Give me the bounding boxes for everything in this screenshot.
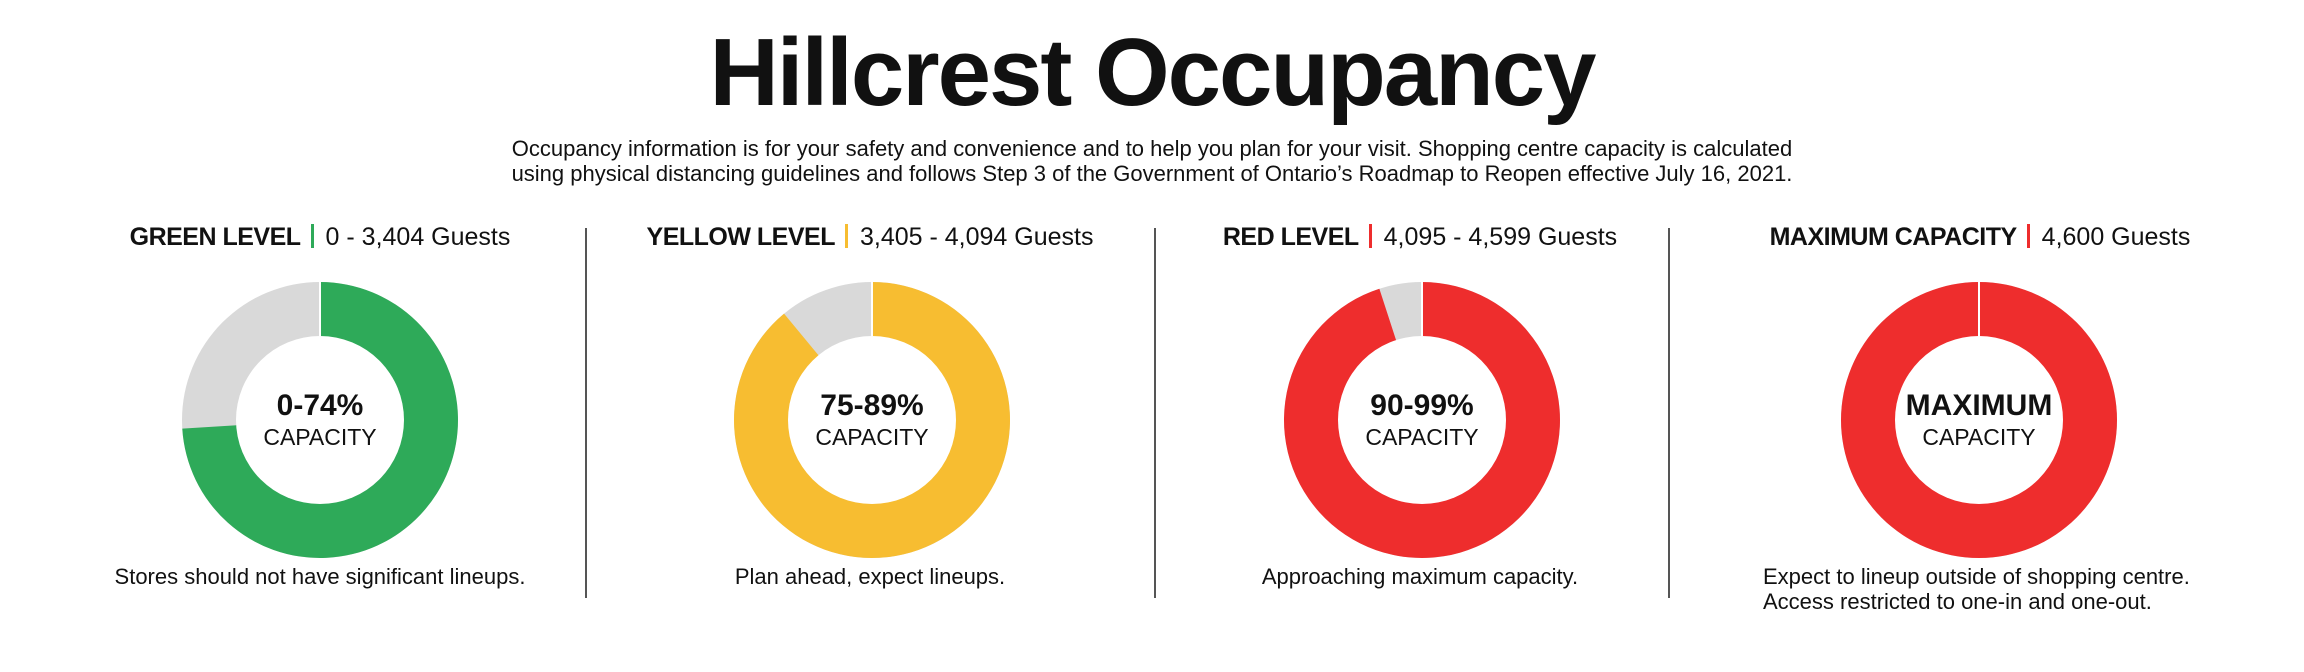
column-divider — [1154, 228, 1156, 598]
level-color-bar — [2026, 224, 2030, 248]
level-header: RED LEVEL 4,095 - 4,599 Guests — [1180, 220, 1660, 254]
level-panel-yellow: YELLOW LEVEL 3,405 - 4,094 Guests 75-89% … — [630, 220, 1110, 640]
description-line: Approaching maximum capacity. — [1261, 564, 1579, 589]
capacity-label: CAPACITY — [263, 424, 377, 450]
level-panel-red: RED LEVEL 4,095 - 4,599 Guests 90-99% CAP… — [1180, 220, 1660, 640]
donut-center: 90-99% CAPACITY — [1282, 280, 1562, 560]
capacity-donut: 0-74% CAPACITY — [180, 280, 460, 560]
level-range: 0 - 3,404 Guests — [325, 223, 511, 251]
level-header: GREEN LEVEL 0 - 3,404 Guests — [80, 220, 560, 254]
donut-center: 75-89% CAPACITY — [732, 280, 1012, 560]
donut-center: 0-74% CAPACITY — [180, 280, 460, 560]
level-description: Plan ahead, expect lineups. — [630, 564, 1110, 589]
donut-hole — [788, 336, 956, 504]
capacity-donut: MAXIMUM CAPACITY — [1839, 280, 2119, 560]
level-name: YELLOW LEVEL — [646, 223, 836, 251]
level-header: MAXIMUM CAPACITY 4,600 Guests — [1740, 220, 2220, 254]
description-line: Expect to lineup outside of shopping cen… — [1763, 564, 2190, 589]
capacity-donut: 90-99% CAPACITY — [1282, 280, 1562, 560]
capacity-percent: 0-74% — [276, 389, 364, 422]
donut-hole — [1338, 336, 1506, 504]
page-title: Hillcrest Occupancy — [709, 19, 1596, 126]
level-color-bar — [844, 224, 848, 248]
column-divider — [1668, 228, 1670, 598]
level-range: 4,600 Guests — [2041, 223, 2191, 251]
level-description: Stores should not have significant lineu… — [80, 564, 560, 589]
level-range: 3,405 - 4,094 Guests — [859, 223, 1094, 251]
subtitle-line-1: Occupancy information is for your safety… — [511, 136, 1793, 161]
column-divider — [585, 228, 587, 598]
capacity-label: CAPACITY — [815, 424, 929, 450]
donut-center: MAXIMUM CAPACITY — [1839, 280, 2119, 560]
page-subtitle: Occupancy information is for your safety… — [0, 136, 2304, 186]
subtitle-line-2: using physical distancing guidelines and… — [511, 161, 1793, 186]
description-line: Plan ahead, expect lineups. — [734, 564, 1006, 589]
capacity-percent: MAXIMUM — [1905, 389, 2053, 422]
capacity-donut: 75-89% CAPACITY — [732, 280, 1012, 560]
level-name: GREEN LEVEL — [129, 223, 301, 251]
level-panel-green: GREEN LEVEL 0 - 3,404 Guests 0-74% CAPACI… — [80, 220, 560, 640]
description-line: Stores should not have significant lineu… — [114, 564, 526, 589]
level-color-bar — [1368, 224, 1372, 248]
level-panel-maximum: MAXIMUM CAPACITY 4,600 Guests MAXIMUM CAP… — [1740, 220, 2220, 640]
donut-hole — [1895, 336, 2063, 504]
donut-hole — [236, 336, 404, 504]
capacity-label: CAPACITY — [1365, 424, 1479, 450]
level-description: Expect to lineup outside of shopping cen… — [1740, 564, 2220, 614]
capacity-label: CAPACITY — [1922, 424, 2036, 450]
capacity-percent: 75-89% — [820, 389, 924, 422]
level-description: Approaching maximum capacity. — [1180, 564, 1660, 589]
capacity-percent: 90-99% — [1370, 389, 1474, 422]
level-range: 4,095 - 4,599 Guests — [1383, 223, 1618, 251]
level-header: YELLOW LEVEL 3,405 - 4,094 Guests — [630, 220, 1110, 254]
description-line: Access restricted to one-in and one-out. — [1763, 589, 2152, 614]
level-name: RED LEVEL — [1222, 223, 1359, 251]
level-name: MAXIMUM CAPACITY — [1769, 223, 2018, 251]
level-color-bar — [310, 224, 314, 248]
